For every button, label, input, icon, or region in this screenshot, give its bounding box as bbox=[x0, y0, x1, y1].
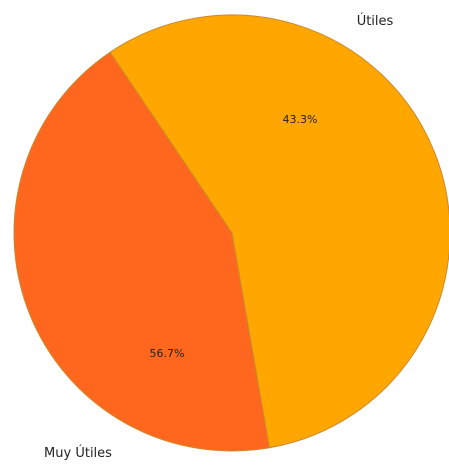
slice-label-utiles: Útiles bbox=[357, 13, 394, 29]
percent-label-utiles: 43.3% bbox=[283, 113, 318, 126]
slice-muy-utiles bbox=[109, 14, 449, 449]
pie-slices bbox=[13, 14, 449, 452]
slice-label-muy-utiles: Muy Útiles bbox=[44, 445, 112, 461]
percent-label-muy-utiles: 56.7% bbox=[150, 347, 185, 360]
slice-utiles bbox=[13, 51, 270, 452]
